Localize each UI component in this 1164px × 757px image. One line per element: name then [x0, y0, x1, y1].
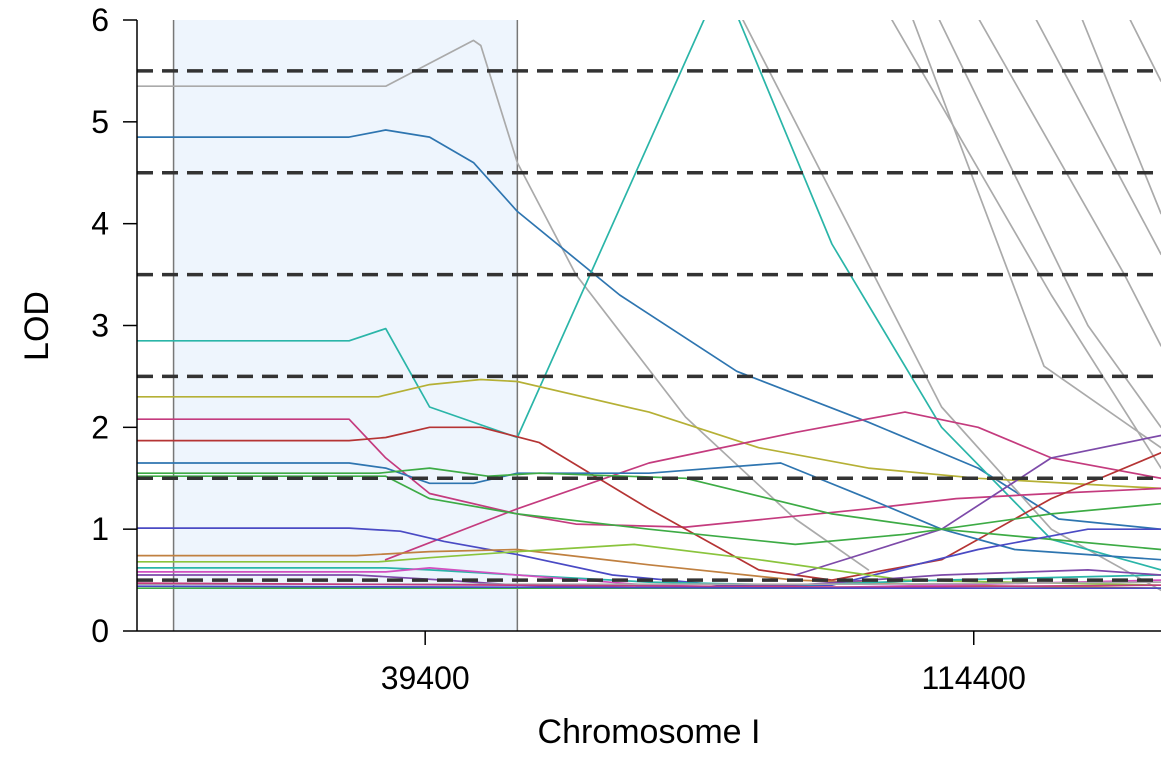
series-line-11	[137, 20, 1161, 571]
series-line-16	[137, 462, 1161, 561]
x-tick-label: 114400	[922, 660, 1026, 696]
series-group	[137, 20, 1161, 592]
series-line-17	[137, 467, 1161, 551]
series-line-29	[137, 585, 1161, 590]
axes: 0 1 2 3 4 5 6 39400 114400	[91, 2, 1161, 696]
y-tick-label: 2	[91, 409, 109, 445]
series-line-9	[1129, 20, 1161, 82]
series-line-10	[912, 20, 1161, 449]
y-axis-title: LOD	[18, 291, 56, 361]
highlight-region	[172, 20, 519, 631]
y-tick-label: 3	[91, 308, 109, 344]
series-line-18	[794, 434, 1161, 576]
series-line-5	[938, 20, 1161, 429]
series-line-22	[137, 543, 1161, 587]
series-line-4	[890, 20, 1161, 469]
series-line-12	[137, 378, 1161, 490]
threshold-lines	[137, 69, 1161, 582]
x-tick-label: 39400	[381, 660, 470, 696]
series-line-20	[137, 475, 1161, 546]
series-line-13	[137, 418, 1161, 528]
highlight-band	[173, 20, 518, 631]
y-tick-label: 0	[91, 613, 109, 649]
y-tick-label: 1	[91, 511, 109, 547]
series-line-3	[742, 20, 1161, 592]
series-line-14	[384, 411, 1161, 561]
series-line-19	[137, 527, 1161, 587]
x-axis-title: Chromosome I	[538, 713, 761, 751]
series-line-24	[137, 567, 1161, 590]
series-line-6	[978, 20, 1161, 347]
series-line-28	[137, 582, 1161, 589]
y-tick-label: 5	[91, 104, 109, 140]
y-tick-label: 6	[91, 2, 109, 38]
y-tick-label: 4	[91, 206, 109, 242]
series-line-8	[1081, 20, 1161, 215]
series-line-7	[1035, 20, 1161, 256]
